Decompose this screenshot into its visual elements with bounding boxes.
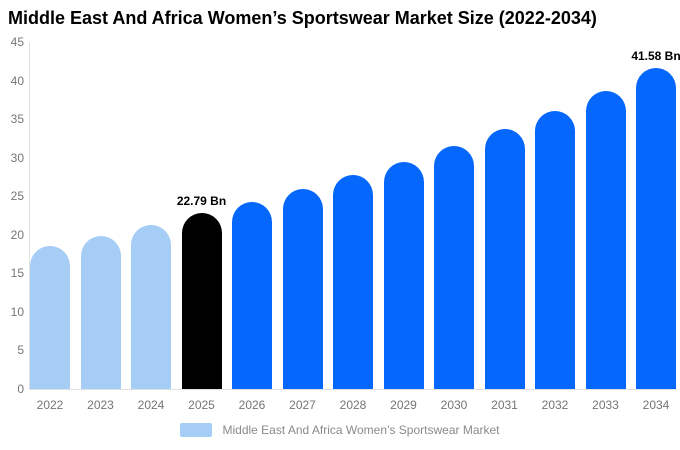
- x-tick-label-2031: 2031: [491, 398, 518, 412]
- bar-2033[interactable]: [585, 91, 626, 389]
- y-tick-label-20: 20: [10, 227, 24, 242]
- bar-2023[interactable]: [80, 235, 121, 389]
- chart-title: Middle East And Africa Women’s Sportswea…: [8, 8, 597, 28]
- bar-2027[interactable]: [282, 188, 323, 389]
- x-tick-label-2028: 2028: [339, 398, 367, 412]
- plot-area: 22.79 Bn 41.58 Bn: [30, 42, 680, 389]
- x-tick-label-2027: 2027: [289, 398, 316, 412]
- bar-2031[interactable]: [484, 129, 525, 389]
- bar-2029[interactable]: [383, 161, 424, 389]
- bar-value-label-2034: 41.58 Bn: [631, 49, 680, 64]
- bar-2025[interactable]: [181, 213, 222, 389]
- x-tick-label-2026: 2026: [238, 398, 266, 412]
- x-axis-line: [29, 389, 677, 390]
- y-tick-label-0: 0: [17, 382, 24, 396]
- bar-2032[interactable]: [535, 110, 575, 389]
- y-tick-label-25: 25: [10, 189, 24, 204]
- x-tick-label-2024: 2024: [137, 398, 165, 412]
- bar-2034[interactable]: [636, 68, 676, 389]
- y-tick-label-45: 45: [10, 35, 24, 49]
- x-tick-label-2029: 2029: [390, 398, 417, 412]
- y-tick-label-40: 40: [10, 73, 24, 88]
- y-tick-label-10: 10: [10, 304, 24, 319]
- y-tick-label-5: 5: [17, 343, 24, 358]
- legend-label: Middle East And Africa Women’s Sportswea…: [222, 423, 500, 437]
- x-tick-label-2034: 2034: [642, 398, 670, 412]
- x-tick-label-2030: 2030: [440, 398, 468, 412]
- legend-swatch: [180, 423, 213, 437]
- bar-2022[interactable]: [30, 245, 70, 389]
- bar-2024[interactable]: [131, 224, 171, 389]
- x-tick-label-2023: 2023: [87, 398, 114, 412]
- x-tick-label-2025: 2025: [188, 398, 215, 412]
- y-tick-label-15: 15: [10, 266, 24, 281]
- y-tick-label-30: 30: [10, 150, 24, 165]
- y-axis-line: [29, 42, 30, 390]
- bar-value-label-2025: 22.79 Bn: [176, 194, 227, 209]
- x-tick-label-2032: 2032: [541, 398, 569, 412]
- bar-2026[interactable]: [232, 201, 272, 389]
- y-tick-label-35: 35: [10, 112, 24, 127]
- x-tick-label-2022: 2022: [36, 398, 64, 412]
- legend[interactable]: Middle East And Africa Women’s Sportswea…: [0, 423, 680, 437]
- bar-2028[interactable]: [333, 175, 373, 389]
- bar-2030[interactable]: [434, 146, 474, 389]
- x-tick-label-2033: 2033: [592, 398, 619, 412]
